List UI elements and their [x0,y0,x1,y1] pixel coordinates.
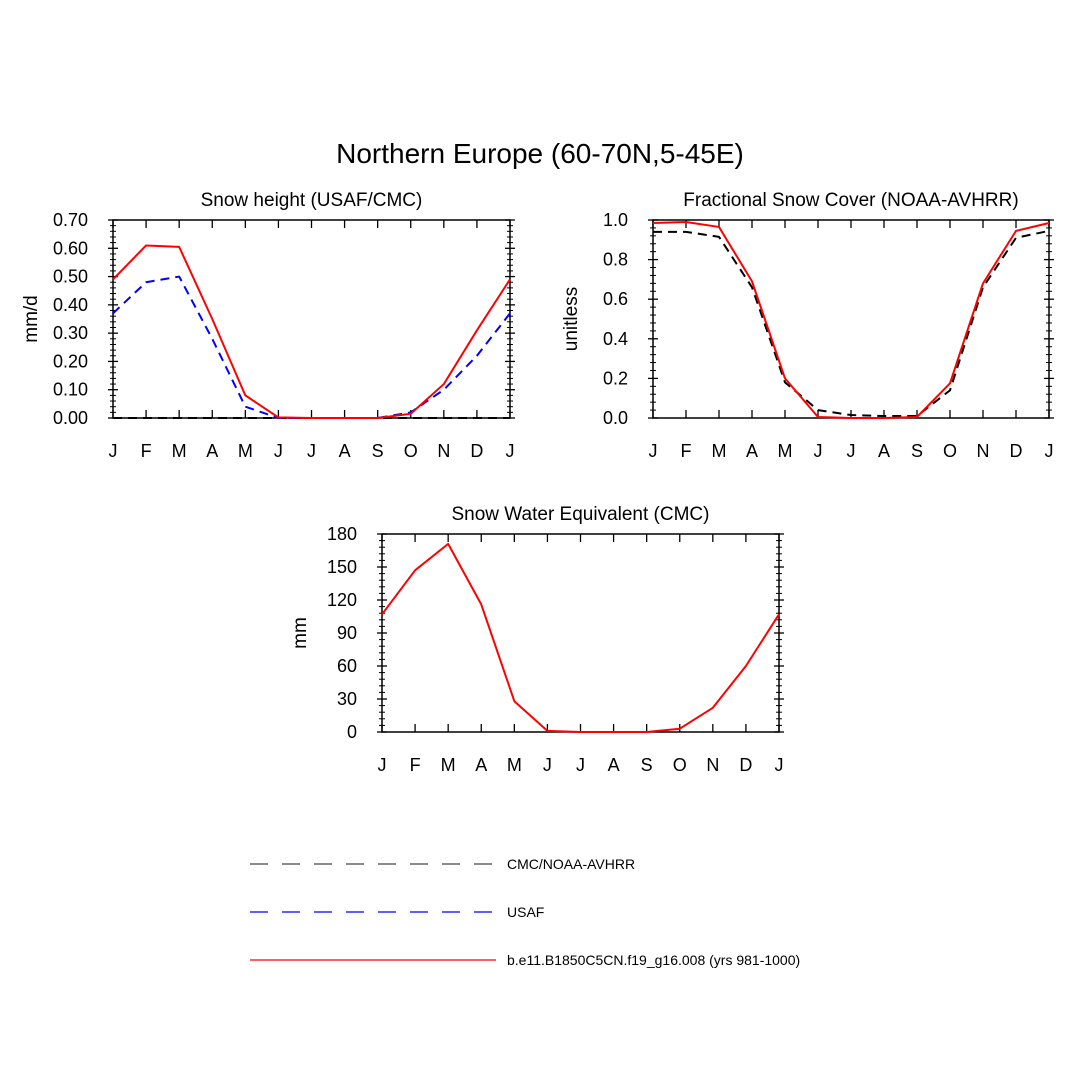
x-tick-label: J [775,755,784,775]
x-tick-label: A [339,441,351,461]
y-tick-label: 0.4 [603,329,628,349]
y-tick-label: 0.70 [53,210,88,230]
y-tick-label: 60 [337,656,357,676]
x-tick-label: M [778,441,793,461]
plot-frame [112,219,511,419]
figure-title: Northern Europe (60-70N,5-45E) [336,138,744,169]
y-tick-label: 90 [337,623,357,643]
x-tick-label: A [878,441,890,461]
panel-2: J F M A M J J A S O N D J0.00.20.40.60.81.0Fractiona… [561,190,1054,461]
y-tick-label: 0.20 [53,351,88,371]
x-tick-label: O [943,441,957,461]
x-tick-label: J [378,755,387,775]
x-tick-label: M [238,441,253,461]
x-tick-label: J [1045,441,1054,461]
legend-label: CMC/NOAA-AVHRR [507,856,635,872]
y-tick-label: 0.10 [53,380,88,400]
x-tick-label: J [109,441,118,461]
panel-1: J F M A M J J A S O N D J0.000.100.200.300.400.500.6… [21,190,515,461]
y-tick-label: 0.8 [603,250,628,270]
y-tick-label: 120 [327,590,357,610]
x-tick-label: N [437,441,450,461]
x-tick-label: A [206,441,218,461]
plot-frame [652,219,1050,419]
x-tick-label: S [641,755,653,775]
y-tick-label: 30 [337,689,357,709]
x-tick-label: J [307,441,316,461]
x-tick-label: J [274,441,283,461]
x-tick-label: A [475,755,487,775]
y-tick-label: 0 [347,722,357,742]
y-tick-label: 0.50 [53,267,88,287]
y-tick-label: 0.2 [603,368,628,388]
x-tick-label: M [507,755,522,775]
x-tick-label: D [739,755,752,775]
x-tick-label: J [814,441,823,461]
x-tick-label: N [977,441,990,461]
x-tick-label: O [673,755,687,775]
y-tick-label: 0.60 [53,238,88,258]
x-tick-label: A [608,755,620,775]
model-line [381,542,780,733]
subplot-title: Fractional Snow Cover (NOAA-AVHRR) [683,190,1018,211]
x-tick-label: A [746,441,758,461]
x-tick-label: J [847,441,856,461]
subplot-title: Snow height (USAF/CMC) [201,190,423,211]
model-line [112,244,511,419]
y-axis-label: unitless [561,287,582,351]
x-tick-label: D [1010,441,1023,461]
y-tick-label: 0.40 [53,295,88,315]
x-tick-label: F [141,441,152,461]
x-tick-label: J [506,441,515,461]
x-tick-label: J [543,755,552,775]
x-tick-label: S [911,441,923,461]
x-tick-label: F [681,441,692,461]
y-tick-label: 0.30 [53,323,88,343]
x-tick-label: S [372,441,384,461]
x-tick-label: M [712,441,727,461]
x-tick-label: D [470,441,483,461]
legend: CMC/NOAA-AVHRR USAF b.e11.B1850C5CN.f19_g1… [250,856,800,968]
usaf-line [112,275,511,419]
plot-frame [381,533,780,733]
x-tick-label: J [576,755,585,775]
y-tick-label: 0.6 [603,289,628,309]
y-tick-label: 180 [327,524,357,544]
model-line [652,220,1050,419]
y-tick-label: 150 [327,557,357,577]
legend-label: USAF [507,904,544,920]
x-tick-label: M [172,441,187,461]
obs-line [653,229,1050,418]
y-tick-label: 0.0 [603,408,628,428]
x-tick-label: O [404,441,418,461]
y-tick-label: 0.00 [53,408,88,428]
y-axis-label: mm [290,617,311,649]
x-tick-label: N [706,755,719,775]
x-tick-label: M [441,755,456,775]
subplot-title: Snow Water Equivalent (CMC) [452,504,710,525]
x-tick-label: J [649,441,658,461]
y-axis-label: mm/d [21,295,42,343]
y-tick-label: 1.0 [603,210,628,230]
x-tick-label: F [410,755,421,775]
legend-label: b.e11.B1850C5CN.f19_g16.008 (yrs 981-100… [507,952,800,968]
